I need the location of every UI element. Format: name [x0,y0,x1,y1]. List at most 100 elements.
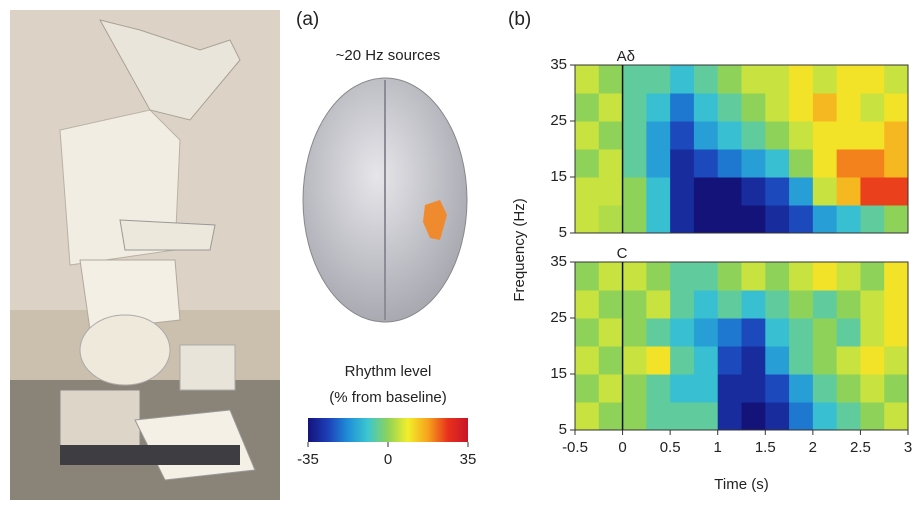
y-tick-label: 35 [550,253,567,270]
colorbar [308,418,468,442]
heatmap-cell [693,205,719,234]
heatmap-cell [575,65,600,94]
heatmap-cell [741,262,766,291]
heatmap-cell [646,346,671,375]
heatmap-cell [860,346,885,375]
heatmap-cell [575,205,600,234]
heatmap-cell [860,121,885,150]
heatmap-cell [598,177,624,206]
heatmap-cell [575,346,600,375]
heatmap-cell [741,65,766,94]
heatmap-cell [717,149,742,178]
heatmap-cell [741,177,766,206]
heatmap-cell [622,402,647,431]
heatmap-cell [789,290,814,319]
heatmap-cell [789,346,814,375]
heatmap-cell [884,93,909,122]
x-axis-label: Time (s) [714,476,768,493]
heatmap-cell [884,121,909,150]
heatmap-cell [765,205,790,234]
heatmap-cell [575,290,600,319]
heatmap-cell [836,318,861,347]
heatmap-cell [693,93,719,122]
heatmap-cell [622,121,647,150]
heatmap-cell [836,65,861,94]
heatmap-cell [646,205,671,234]
heatmap-cell [598,93,624,122]
heatmap-cell [575,262,600,291]
heatmap-cell [765,402,790,431]
heatmap-cell [622,65,647,94]
heatmap-cell [884,374,909,403]
heatmap-cell [646,318,671,347]
heatmap-cell [765,262,790,291]
colorbar-title: Rhythm level [345,363,432,380]
heatmap-cell [646,290,671,319]
heatmap-cell [741,149,766,178]
heatmap-cell [670,346,695,375]
brain [302,77,468,323]
heatmap-cell [646,65,671,94]
heatmap-cell [575,149,600,178]
heatmap-cell [812,374,838,403]
heatmap-cell [884,205,909,234]
heatmap-cell [693,262,719,291]
heatmap-cell [575,318,600,347]
heatmap-cell [812,262,838,291]
heatmap-cell [646,121,671,150]
heatmap-cell [575,402,600,431]
heatmap-cell [812,65,838,94]
heatmap-cell [646,149,671,178]
heatmap-cell [693,346,719,375]
heatmap-cell [598,290,624,319]
panel-title: C [617,245,628,262]
heatmap-cell [646,93,671,122]
heatmap-cell [598,318,624,347]
heatmap-cell [860,205,885,234]
y-tick-label: 25 [550,309,567,326]
heatmap-cell [765,290,790,319]
heatmap-cell [884,262,909,291]
heatmap-cell [598,402,624,431]
heatmap-cell [670,149,695,178]
heatmap-cell [693,177,719,206]
heatmap-cell [836,346,861,375]
heatmap-cell [812,121,838,150]
heatmap-cell [812,346,838,375]
heatmap-cell [765,65,790,94]
heatmap-cell [717,402,742,431]
photo [10,10,280,500]
x-tick-label: 0.5 [660,439,681,456]
heatmap-cell [741,121,766,150]
heatmap-cell [670,65,695,94]
heatmap-cell [765,149,790,178]
heatmap-cell [598,262,624,291]
heatmap-cell [789,374,814,403]
heatmap-cell [836,149,861,178]
heatmap-cell [765,177,790,206]
heatmap-cell [812,290,838,319]
heatmap-cell [717,93,742,122]
heatmap-cell [670,93,695,122]
heatmap-cell [646,374,671,403]
heatmap-cell [741,346,766,375]
x-tick-label: 1 [714,439,722,456]
heatmap-cell [717,262,742,291]
heatmap-cell [836,121,861,150]
heatmap-cell [884,346,909,375]
x-tick-label: 0 [618,439,626,456]
heatmap-cell [646,177,671,206]
heatmap-cell [622,93,647,122]
heatmap-cell [670,318,695,347]
heatmap-cell [741,93,766,122]
heatmap-cell [836,262,861,291]
heatmap-cell [884,318,909,347]
heatmap-cell [789,318,814,347]
heatmap-cell [812,402,838,431]
heatmap-cell [717,374,742,403]
heatmap-cell [693,318,719,347]
heatmap-cell [884,177,909,206]
y-tick-label: 5 [559,224,567,241]
panel-label: (b) [508,9,531,30]
heatmap-cell [860,374,885,403]
